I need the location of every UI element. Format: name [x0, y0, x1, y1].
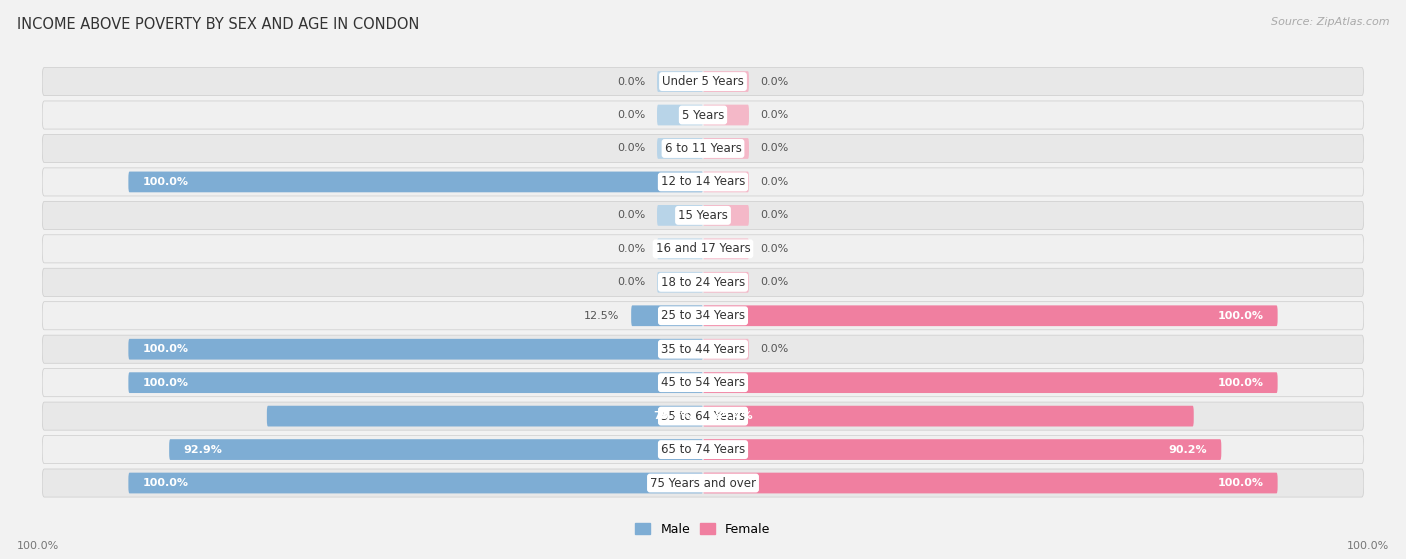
Text: 0.0%: 0.0%: [761, 244, 789, 254]
Text: 0.0%: 0.0%: [617, 210, 645, 220]
Text: 100.0%: 100.0%: [1218, 378, 1263, 387]
Text: 5 Years: 5 Years: [682, 108, 724, 121]
Text: 65 to 74 Years: 65 to 74 Years: [661, 443, 745, 456]
FancyBboxPatch shape: [267, 406, 703, 427]
Text: 0.0%: 0.0%: [617, 110, 645, 120]
FancyBboxPatch shape: [703, 105, 749, 125]
FancyBboxPatch shape: [703, 339, 749, 359]
Text: 0.0%: 0.0%: [761, 344, 789, 354]
Text: 0.0%: 0.0%: [761, 210, 789, 220]
FancyBboxPatch shape: [42, 368, 1364, 397]
FancyBboxPatch shape: [703, 473, 1278, 494]
Text: 35 to 44 Years: 35 to 44 Years: [661, 343, 745, 356]
Text: 100.0%: 100.0%: [1218, 311, 1263, 321]
Text: 16 and 17 Years: 16 and 17 Years: [655, 243, 751, 255]
FancyBboxPatch shape: [703, 138, 749, 159]
Text: 0.0%: 0.0%: [617, 144, 645, 154]
FancyBboxPatch shape: [42, 101, 1364, 129]
FancyBboxPatch shape: [703, 372, 1278, 393]
Text: INCOME ABOVE POVERTY BY SEX AND AGE IN CONDON: INCOME ABOVE POVERTY BY SEX AND AGE IN C…: [17, 17, 419, 32]
FancyBboxPatch shape: [703, 205, 749, 226]
Text: 0.0%: 0.0%: [761, 144, 789, 154]
Legend: Male, Female: Male, Female: [630, 518, 776, 541]
Text: 45 to 54 Years: 45 to 54 Years: [661, 376, 745, 389]
Text: 25 to 34 Years: 25 to 34 Years: [661, 309, 745, 322]
Text: Source: ZipAtlas.com: Source: ZipAtlas.com: [1271, 17, 1389, 27]
Text: 0.0%: 0.0%: [617, 277, 645, 287]
FancyBboxPatch shape: [128, 372, 703, 393]
FancyBboxPatch shape: [657, 272, 703, 293]
Text: 75.9%: 75.9%: [652, 411, 692, 421]
Text: 0.0%: 0.0%: [761, 110, 789, 120]
Text: 100.0%: 100.0%: [143, 378, 188, 387]
FancyBboxPatch shape: [42, 168, 1364, 196]
FancyBboxPatch shape: [42, 68, 1364, 96]
Text: Under 5 Years: Under 5 Years: [662, 75, 744, 88]
FancyBboxPatch shape: [42, 302, 1364, 330]
Text: 6 to 11 Years: 6 to 11 Years: [665, 142, 741, 155]
Text: 18 to 24 Years: 18 to 24 Years: [661, 276, 745, 289]
Text: 55 to 64 Years: 55 to 64 Years: [661, 410, 745, 423]
FancyBboxPatch shape: [657, 105, 703, 125]
FancyBboxPatch shape: [128, 473, 703, 494]
FancyBboxPatch shape: [128, 172, 703, 192]
Text: 12 to 14 Years: 12 to 14 Years: [661, 176, 745, 188]
FancyBboxPatch shape: [703, 439, 1222, 460]
Text: 75 Years and over: 75 Years and over: [650, 476, 756, 490]
FancyBboxPatch shape: [703, 272, 749, 293]
FancyBboxPatch shape: [657, 71, 703, 92]
FancyBboxPatch shape: [657, 239, 703, 259]
FancyBboxPatch shape: [42, 402, 1364, 430]
FancyBboxPatch shape: [42, 435, 1364, 463]
FancyBboxPatch shape: [657, 205, 703, 226]
Text: 100.0%: 100.0%: [17, 541, 59, 551]
Text: 0.0%: 0.0%: [761, 277, 789, 287]
Text: 100.0%: 100.0%: [143, 478, 188, 488]
Text: 85.4%: 85.4%: [714, 411, 754, 421]
Text: 90.2%: 90.2%: [1168, 444, 1206, 454]
Text: 0.0%: 0.0%: [761, 77, 789, 87]
FancyBboxPatch shape: [42, 201, 1364, 229]
Text: 15 Years: 15 Years: [678, 209, 728, 222]
Text: 100.0%: 100.0%: [143, 344, 188, 354]
FancyBboxPatch shape: [703, 305, 1278, 326]
FancyBboxPatch shape: [42, 268, 1364, 296]
Text: 100.0%: 100.0%: [143, 177, 188, 187]
FancyBboxPatch shape: [169, 439, 703, 460]
FancyBboxPatch shape: [703, 406, 1194, 427]
FancyBboxPatch shape: [657, 138, 703, 159]
Text: 12.5%: 12.5%: [585, 311, 620, 321]
FancyBboxPatch shape: [703, 71, 749, 92]
Text: 0.0%: 0.0%: [617, 77, 645, 87]
Text: 0.0%: 0.0%: [761, 177, 789, 187]
FancyBboxPatch shape: [631, 305, 703, 326]
FancyBboxPatch shape: [128, 339, 703, 359]
FancyBboxPatch shape: [42, 134, 1364, 163]
FancyBboxPatch shape: [703, 172, 749, 192]
Text: 0.0%: 0.0%: [617, 244, 645, 254]
Text: 92.9%: 92.9%: [184, 444, 222, 454]
FancyBboxPatch shape: [703, 239, 749, 259]
FancyBboxPatch shape: [42, 335, 1364, 363]
FancyBboxPatch shape: [42, 235, 1364, 263]
Text: 100.0%: 100.0%: [1347, 541, 1389, 551]
Text: 100.0%: 100.0%: [1218, 478, 1263, 488]
FancyBboxPatch shape: [42, 469, 1364, 497]
